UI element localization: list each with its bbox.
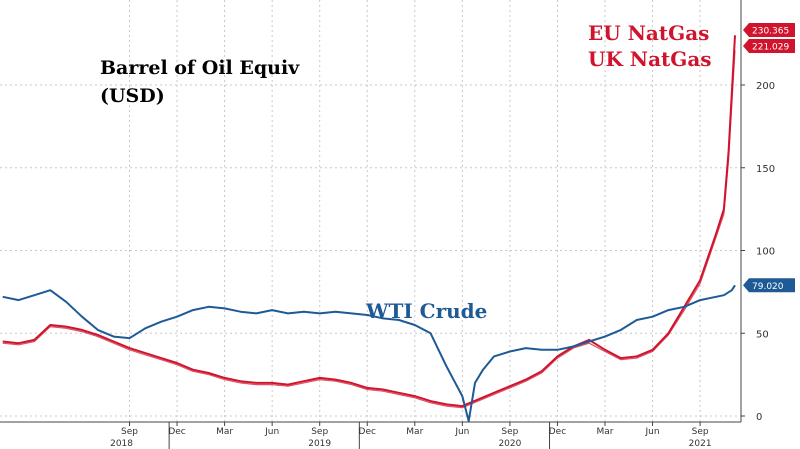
value-tag-bg xyxy=(743,39,795,53)
chart-title-unit: (USD) xyxy=(100,85,165,107)
value-tag-label: 79.020 xyxy=(752,282,784,292)
y-tick-label: 150 xyxy=(756,164,775,175)
value-tag-label: 221.029 xyxy=(752,43,789,53)
wti-crude-annotation: WTI Crude xyxy=(365,299,487,323)
x-tick-label: Dec xyxy=(168,427,185,437)
x-tick-label: Mar xyxy=(597,427,614,437)
y-axis-ticks: 0 50 100 150 200 xyxy=(741,81,775,423)
series-line-uk-natgas xyxy=(2,50,736,409)
x-axis-ticks: Sep Dec Mar Jun Sep Dec Mar Jun Sep Dec Mar Jun Sep xyxy=(121,422,709,437)
year-labels: 2018 2019 2020 2021 xyxy=(110,439,711,449)
y-tick-label: 0 xyxy=(756,412,762,423)
x-tick-label: Sep xyxy=(311,427,328,437)
value-tag-bg xyxy=(743,23,795,37)
axes xyxy=(0,0,742,423)
x-tick-label: Mar xyxy=(406,427,423,437)
value-tag-bg xyxy=(743,278,795,293)
x-tick-label: Dec xyxy=(549,427,566,437)
y-tick-label: 50 xyxy=(756,329,769,340)
x-tick-label: Dec xyxy=(359,427,376,437)
x-tick-label: Mar xyxy=(216,427,233,437)
x-tick-label: Jun xyxy=(454,427,469,437)
series-line-eu-natgas xyxy=(2,35,736,408)
x-tick-label: Jun xyxy=(264,427,279,437)
series-layer xyxy=(2,35,736,422)
y-tick-label: 200 xyxy=(756,81,775,92)
uk-natgas-annotation: UK NatGas xyxy=(588,47,712,71)
x-tick-label: Sep xyxy=(121,427,138,437)
y-tick-label: 100 xyxy=(756,247,775,258)
year-label: 2019 xyxy=(308,439,331,449)
x-tick-label: Jun xyxy=(645,427,660,437)
year-label: 2020 xyxy=(498,439,521,449)
series-line-wti-crude xyxy=(2,284,736,422)
last-value-tags: 79.020 230.365 221.029 xyxy=(743,23,795,293)
x-tick-label: Sep xyxy=(692,427,709,437)
chart-title: Barrel of Oil Equiv xyxy=(100,57,300,79)
x-tick-label: Sep xyxy=(501,427,518,437)
year-label: 2021 xyxy=(689,439,712,449)
year-dividers xyxy=(168,422,551,449)
year-label: 2018 xyxy=(110,439,133,449)
eu-natgas-annotation: EU NatGas xyxy=(588,21,709,45)
value-tag-label: 230.365 xyxy=(752,27,789,37)
